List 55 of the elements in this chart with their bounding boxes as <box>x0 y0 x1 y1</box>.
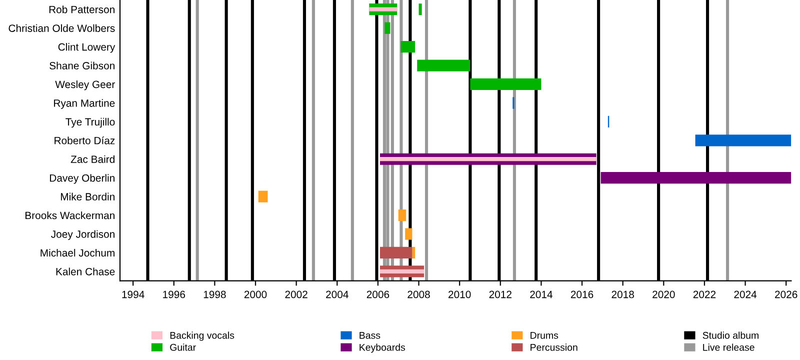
x-tick-label: 2002 <box>285 290 308 298</box>
x-tick-label: 2006 <box>366 290 390 298</box>
x-tick-label: 2012 <box>489 290 512 298</box>
x-tick-label: 2014 <box>530 290 552 298</box>
y-tick-label: Christian Olde Wolbers <box>8 24 115 32</box>
bar <box>400 40 416 53</box>
legend-label: Studio album <box>702 332 758 339</box>
x-tick-label: 1994 <box>122 290 144 298</box>
bar <box>417 60 470 72</box>
x-tick-label: 1996 <box>163 290 186 298</box>
x-tick-label: 2008 <box>408 290 430 298</box>
bar <box>380 269 424 274</box>
y-tick-label: Wesley Geer <box>55 80 115 90</box>
y-tick-label: Roberto Díaz <box>54 136 115 144</box>
y-tick-label: Shane Gibson <box>50 62 114 70</box>
bar <box>369 7 398 12</box>
x-tick-label: 2004 <box>326 290 348 298</box>
legend-label: Guitar <box>170 344 196 351</box>
x-tick-label: 1998 <box>204 290 226 298</box>
y-tick-label: Rob Patterson <box>49 6 114 14</box>
x-tick-label: 2022 <box>693 290 716 298</box>
x-tick-label: 2016 <box>570 290 594 298</box>
y-tick-label: Clint Lowery <box>58 43 116 53</box>
y-tick-label: Brooks Wackerman <box>26 212 114 220</box>
y-tick-label: Mike Bordin <box>61 192 114 200</box>
bar <box>695 134 792 146</box>
bar <box>380 246 412 259</box>
bar <box>412 246 416 259</box>
bar <box>398 209 406 222</box>
bar <box>600 172 792 184</box>
y-tick-label: Tye Trujillo <box>66 118 115 128</box>
legend-label: Keyboards <box>360 344 406 353</box>
y-tick-label: Davey Oberlin <box>50 174 114 184</box>
bar <box>470 78 542 90</box>
y-tick-label: Zac Baird <box>70 155 114 163</box>
legend-label: Drums <box>530 332 558 339</box>
bar <box>405 228 412 240</box>
legend-label: Bass <box>360 332 380 339</box>
y-tick-label: Kalen Chase <box>56 268 115 276</box>
bar <box>384 22 390 34</box>
bar <box>418 4 422 16</box>
y-tick-label: Ryan Martine <box>54 99 115 109</box>
legend-label: Backing vocals <box>170 332 234 341</box>
x-tick-label: 2020 <box>652 290 675 298</box>
legend-label: Live release <box>703 344 754 351</box>
x-tick-label: 2026 <box>775 290 798 298</box>
x-tick-label: 2024 <box>734 290 757 298</box>
x-tick-label: 2018 <box>612 290 634 298</box>
y-tick-label: Joey Jordison <box>51 230 114 240</box>
x-tick-label: 2010 <box>448 290 471 298</box>
bar <box>380 157 596 162</box>
y-tick-label: Michael Jochum <box>40 248 114 257</box>
x-tick-label: 2000 <box>244 290 267 298</box>
bar <box>258 190 268 202</box>
legend-label: Percussion <box>530 344 578 351</box>
